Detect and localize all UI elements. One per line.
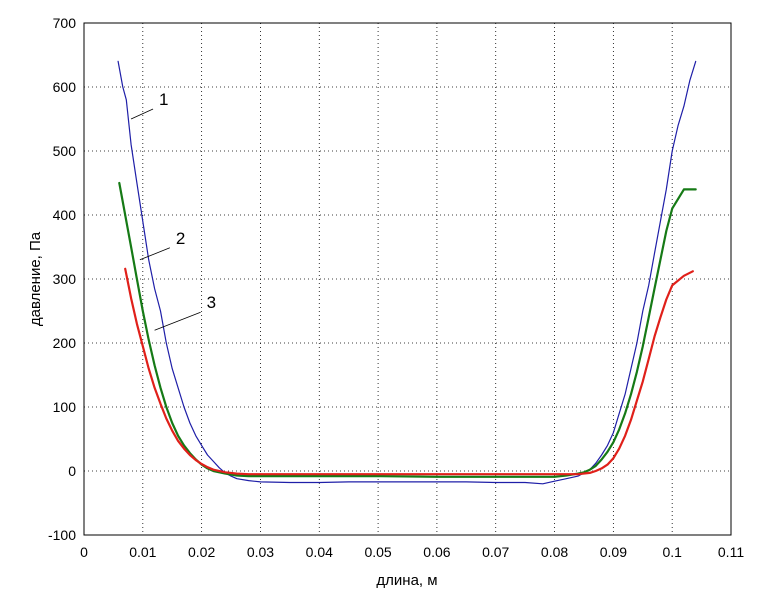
plot-background	[84, 23, 731, 535]
x-tick-label: 0.08	[541, 544, 568, 560]
series-line-1	[117, 60, 697, 485]
x-tick-label: 0.02	[188, 544, 215, 560]
curve-label: 2	[176, 229, 185, 248]
series-line-2	[118, 181, 697, 478]
x-tick-label: 0	[80, 544, 88, 560]
grid-lines	[84, 23, 731, 535]
x-tick-label: 0.1	[662, 544, 682, 560]
curve-label-leader	[154, 311, 201, 331]
series-layer	[117, 60, 697, 485]
y-tick-label: 700	[53, 15, 77, 31]
y-tick-label: 600	[53, 79, 77, 95]
curve-label-leader	[130, 108, 154, 120]
x-axis-label: длина, м	[376, 572, 437, 589]
curve-labels: 1 2 3	[130, 90, 216, 331]
x-tick-label: 0.01	[129, 544, 156, 560]
y-tick-label: 500	[53, 143, 77, 159]
curve-label: 3	[207, 293, 216, 312]
x-tick-labels: 0 0.01 0.02 0.03 0.04 0.05 0.06 0.07 0.08 0.09 0.1…	[80, 544, 744, 560]
y-tick-label: -100	[48, 527, 76, 543]
series-line-3	[124, 267, 694, 476]
y-tick-label: 300	[53, 271, 77, 287]
y-axis-label: давление, Па	[27, 231, 44, 326]
y-tick-label: 100	[53, 399, 77, 415]
x-tick-label: 0.07	[482, 544, 509, 560]
x-tick-label: 0.09	[600, 544, 627, 560]
x-tick-label: 0.04	[306, 544, 333, 560]
curve-label: 1	[159, 90, 168, 109]
plot-frame	[83, 22, 732, 536]
curve-label-leader	[139, 247, 171, 261]
x-tick-label: 0.11	[718, 544, 744, 560]
y-tick-label: 0	[68, 463, 76, 479]
y-tick-labels: -100 0 100 200 300 400 500 600 700	[48, 15, 76, 543]
y-tick-label: 400	[53, 207, 77, 223]
x-tick-label: 0.03	[247, 544, 274, 560]
x-tick-label: 0.06	[423, 544, 450, 560]
y-tick-label: 200	[53, 335, 77, 351]
x-tick-label: 0.05	[364, 544, 391, 560]
